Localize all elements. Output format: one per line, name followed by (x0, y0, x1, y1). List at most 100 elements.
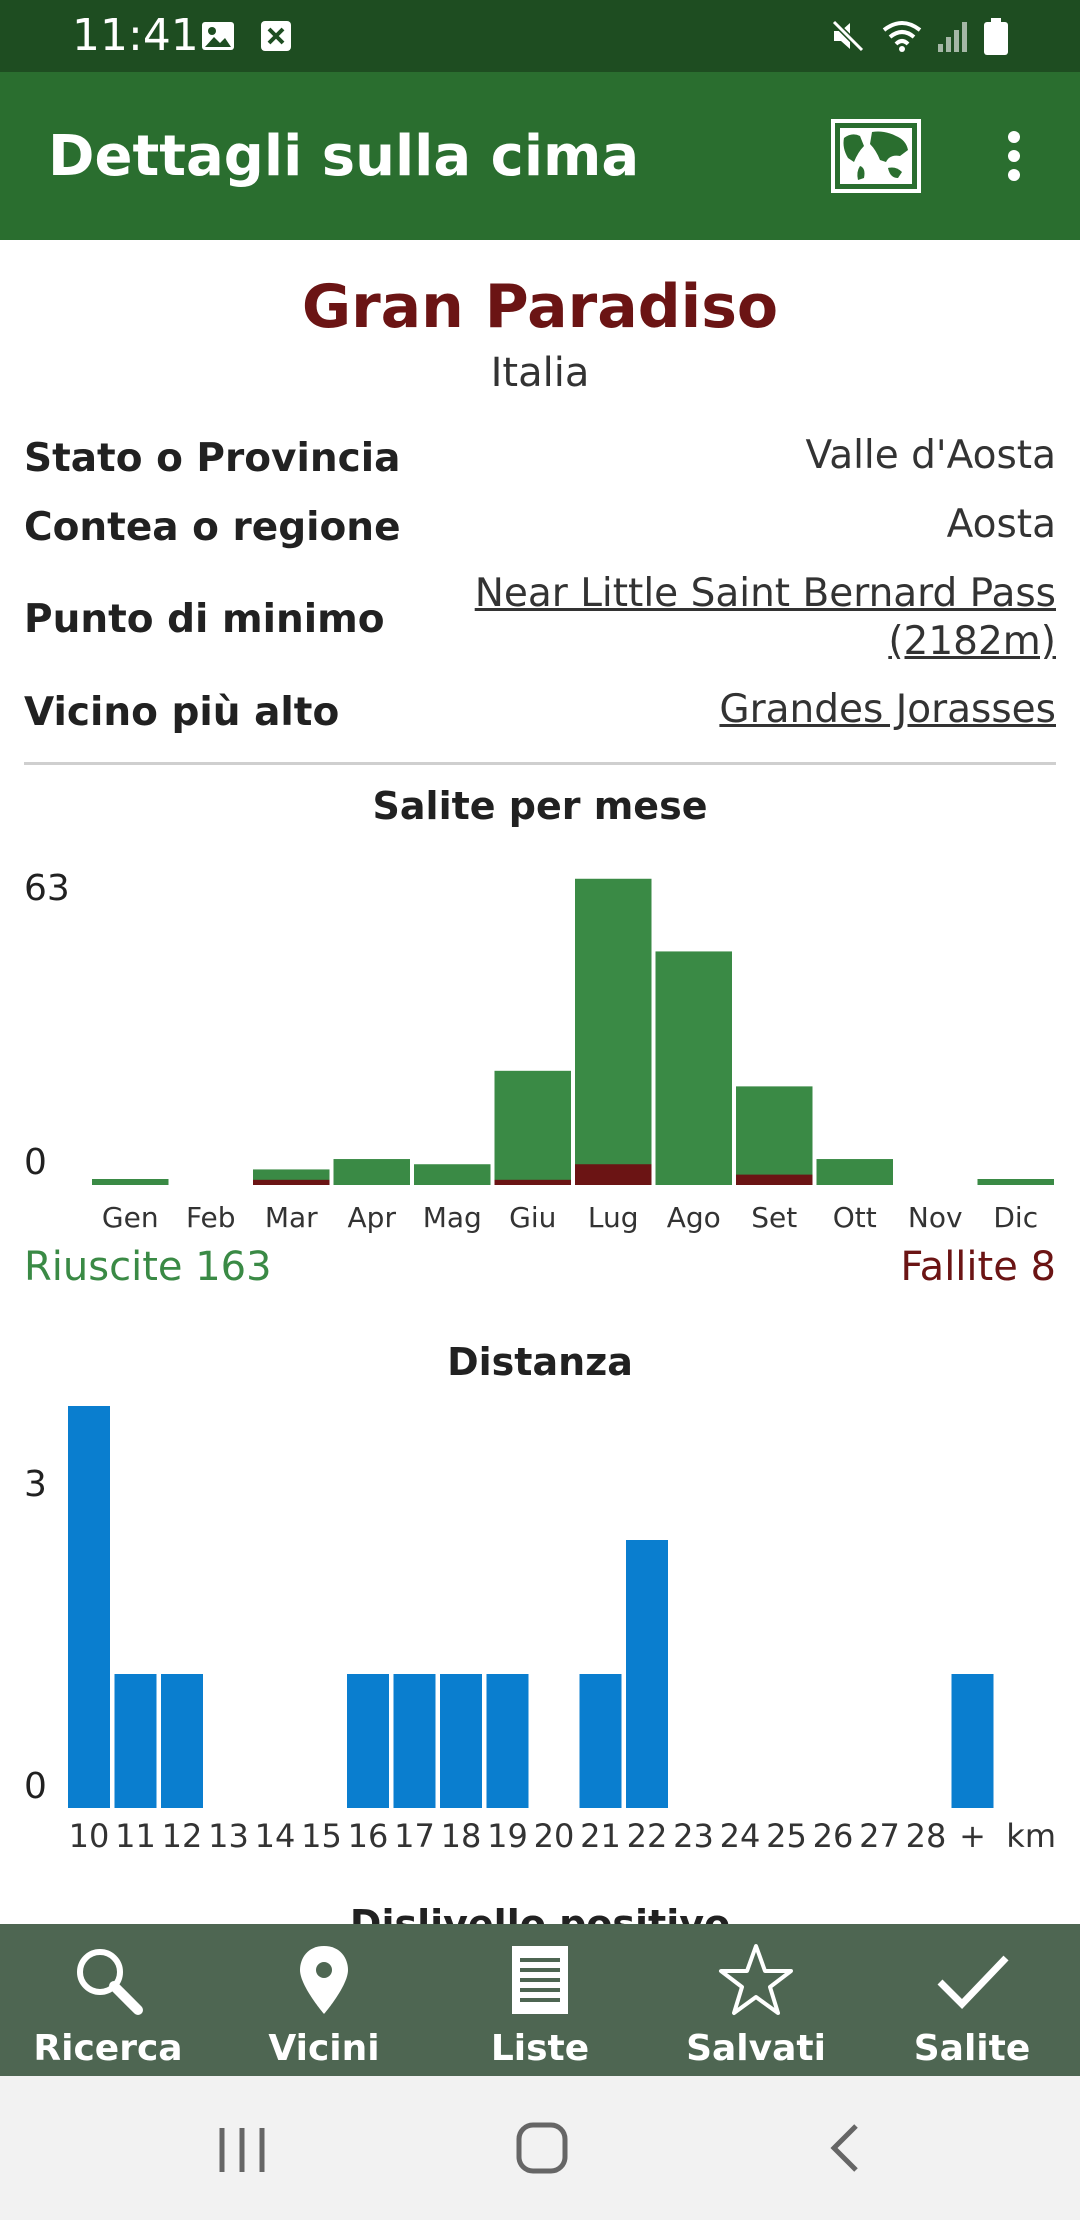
status-time: 11:41 (72, 10, 199, 61)
distance-bar (951, 1674, 994, 1808)
distance-bar (440, 1674, 482, 1808)
checkmark-icon (937, 1955, 1009, 2010)
nav-search[interactable]: Ricerca (0, 1924, 216, 2076)
back-icon[interactable] (818, 2120, 874, 2176)
region-value: Aosta (946, 502, 1056, 547)
month-bar-success (977, 1179, 1054, 1185)
battery-icon (984, 18, 1008, 55)
x-tick-label: Nov (908, 1201, 963, 1234)
key-col-label: Punto di minimo (24, 597, 385, 642)
x-tick-label: 10 (69, 1817, 110, 1855)
next-section-title: Dislivello positivo (349, 1902, 731, 1924)
key-col-elevation[interactable]: (2182m) (888, 619, 1056, 664)
system-navigation-bar (0, 2076, 1080, 2220)
y-tick-label: 3 (24, 1464, 47, 1505)
y-tick-label: 0 (24, 1142, 47, 1183)
x-tick-label: Feb (186, 1201, 236, 1234)
x-tick-label: Mar (265, 1201, 318, 1234)
distance-chart: 3 0 10 11 12 13 14 15 16 17 18 19 20 21 22 23 24 25 26 27 28… (24, 1406, 1056, 1855)
y-tick-label: 0 (24, 1766, 47, 1807)
key-col-name[interactable]: Near Little Saint Bernard Pass (474, 571, 1056, 616)
nav-search-label: Ricerca (33, 2028, 183, 2069)
key-col-link[interactable]: Near Little Saint Bernard Pass (2182m) (475, 570, 1056, 666)
recent-apps-icon[interactable] (212, 2122, 272, 2178)
home-icon[interactable] (514, 2120, 570, 2176)
fail-label: Fallite (900, 1244, 1018, 1290)
x-tick-label: + (959, 1817, 986, 1855)
peak-country: Italia (490, 350, 590, 396)
x-tick-label: 26 (813, 1817, 854, 1855)
nav-saved-label: Salvati (686, 2028, 826, 2069)
x-tick-label: Gen (102, 1201, 159, 1234)
month-bar-success (333, 1159, 410, 1185)
month-bar-failed (736, 1174, 813, 1185)
nav-nearby[interactable]: Vicini (216, 1924, 432, 2076)
month-bar-success (494, 1070, 571, 1185)
app-bar: Dettagli sulla cima (0, 72, 1080, 240)
distance-bar (486, 1674, 529, 1808)
monthly-ascents-chart: 63 0 Gen Feb Mar Apr Mag Giu Lug Ago Set Ott Nov Dic (24, 868, 1054, 1234)
x-tick-label: 18 (441, 1817, 482, 1855)
state-label: Stato o Provincia (24, 436, 401, 481)
nav-ascents[interactable]: Salite (864, 1924, 1080, 2076)
peak-name: Gran Paradiso (301, 272, 779, 342)
nav-saved[interactable]: Salvati (648, 1924, 864, 2076)
month-bar-success (414, 1164, 491, 1185)
close-box-icon (261, 21, 291, 51)
success-summary: Riuscite 163 (24, 1244, 272, 1290)
month-bar-success (655, 951, 732, 1185)
screen-title: Dettagli sulla cima (48, 124, 640, 189)
higher-neighbor-label: Vicino più alto (24, 690, 340, 735)
bottom-navigation: Ricerca Vicini Liste Salvati Salite (0, 1924, 1080, 2076)
x-tick-label: 19 (487, 1817, 528, 1855)
nav-ascents-label: Salite (913, 2028, 1031, 2069)
higher-neighbor-link[interactable]: Grandes Jorasses (719, 687, 1056, 732)
x-tick-label: 12 (162, 1817, 203, 1855)
x-tick-label: 23 (673, 1817, 714, 1855)
world-map-icon[interactable] (830, 118, 922, 194)
month-bar-success (816, 1159, 893, 1185)
x-tick-label: Set (751, 1201, 797, 1234)
x-tick-label: Ott (833, 1201, 877, 1234)
x-tick-label: Giu (509, 1201, 556, 1234)
x-tick-label: 16 (348, 1817, 389, 1855)
nav-lists[interactable]: Liste (432, 1924, 648, 2076)
star-icon (719, 1944, 793, 2015)
nav-nearby-label: Vicini (268, 2028, 380, 2069)
distance-bar (68, 1406, 110, 1808)
wifi-icon (882, 21, 922, 52)
status-bar: 11:41 (0, 0, 1080, 72)
fail-summary: Fallite 8 (900, 1244, 1056, 1290)
fail-count: 8 (1030, 1244, 1056, 1290)
x-tick-label: 13 (208, 1817, 249, 1855)
distance-bar (393, 1674, 436, 1808)
success-count: 163 (195, 1244, 272, 1290)
section-divider (24, 762, 1056, 765)
x-unit-label: km (1006, 1817, 1056, 1855)
x-tick-label: 21 (580, 1817, 621, 1855)
month-bar-failed (253, 1179, 330, 1185)
state-value: Valle d'Aosta (805, 433, 1056, 478)
month-bar-failed (575, 1164, 652, 1185)
location-pin-icon (300, 1946, 348, 2014)
image-icon (202, 22, 234, 50)
x-tick-label: Lug (588, 1201, 639, 1234)
x-tick-label: 27 (859, 1817, 900, 1855)
month-bar-failed (494, 1179, 571, 1185)
month-bar-success (92, 1179, 169, 1185)
month-bar-success (736, 1086, 813, 1185)
signal-icon (938, 22, 967, 52)
peak-details-content[interactable]: Gran Paradiso Italia Stato o Provincia V… (0, 240, 1080, 1924)
x-tick-label: Mag (423, 1201, 482, 1234)
more-vert-icon[interactable] (1000, 130, 1028, 182)
distance-bar (626, 1540, 668, 1808)
mute-icon (831, 19, 865, 53)
distance-bar (114, 1674, 157, 1808)
x-tick-label: Ago (667, 1201, 721, 1234)
month-bar-success (575, 878, 652, 1185)
list-icon (512, 1946, 568, 2014)
x-tick-label: 11 (115, 1817, 156, 1855)
x-tick-label: Dic (993, 1201, 1038, 1234)
search-icon (77, 1949, 143, 2015)
monthly-chart-title: Salite per mese (372, 784, 708, 828)
